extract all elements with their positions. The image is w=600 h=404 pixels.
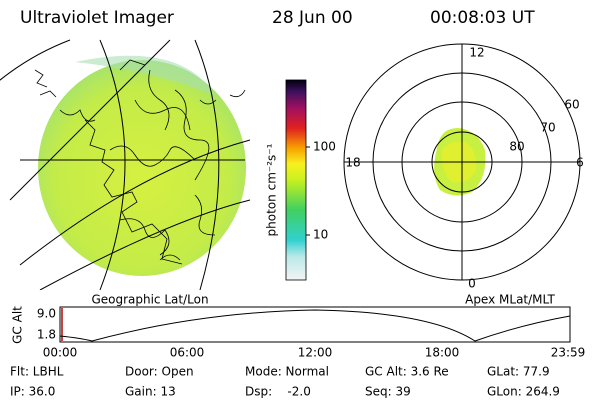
colorbar-tick-label: 100: [313, 140, 336, 154]
geo-image: [0, 39, 251, 290]
y-axis-label: GC Alt: [11, 306, 25, 344]
y-tick-label: 9.0: [37, 307, 56, 321]
instrument-title: Ultraviolet Imager: [20, 8, 174, 28]
status-item: Seq: 39: [365, 385, 411, 399]
geo-label: Geographic Lat/Lon: [91, 293, 208, 307]
date: 28 Jun 00: [272, 8, 353, 28]
x-tick-label: 00:00: [43, 346, 78, 360]
time: 00:08:03 UT: [430, 8, 535, 28]
x-tick-label: 12:00: [298, 346, 333, 360]
status-item: Dsp: -2.0: [245, 385, 311, 399]
status-item: GC Alt: 3.6 Re: [365, 365, 449, 379]
mlt-label: 18: [345, 156, 360, 170]
x-tick-label: 06:00: [170, 346, 205, 360]
polar-plot: [343, 43, 581, 281]
colorbar: [285, 79, 307, 281]
altitude-curve: [59, 309, 571, 342]
x-tick-label: 18:00: [425, 346, 460, 360]
status-panel: Flt: LBHL Door: Open Mode: Normal GC Alt: 3…: [10, 365, 560, 399]
polar-label: Apex MLat/MLT: [465, 293, 555, 307]
mlt-label: 6: [576, 156, 584, 170]
status-item: Gain: 13: [125, 385, 176, 399]
altitude-plot: [59, 306, 571, 343]
colorbar-label: photon cm⁻²s⁻¹: [265, 143, 279, 236]
status-item: GLat: 77.9: [487, 365, 550, 379]
lat-label: 80: [509, 140, 524, 154]
colorbar-tick-label: 10: [313, 228, 328, 242]
lat-label: 70: [540, 121, 555, 135]
y-tick-label: 1.8: [37, 328, 56, 342]
status-item: Flt: LBHL: [10, 365, 64, 379]
status-item: Mode: Normal: [245, 365, 329, 379]
status-item: Door: Open: [125, 365, 194, 379]
status-item: IP: 36.0: [10, 385, 55, 399]
mlt-label: 12: [469, 46, 484, 60]
status-item: GLon: 264.9: [487, 385, 560, 399]
x-tick-label: 23:59: [551, 346, 586, 360]
mlt-label: 0: [468, 277, 476, 291]
lat-label: 60: [564, 98, 579, 112]
